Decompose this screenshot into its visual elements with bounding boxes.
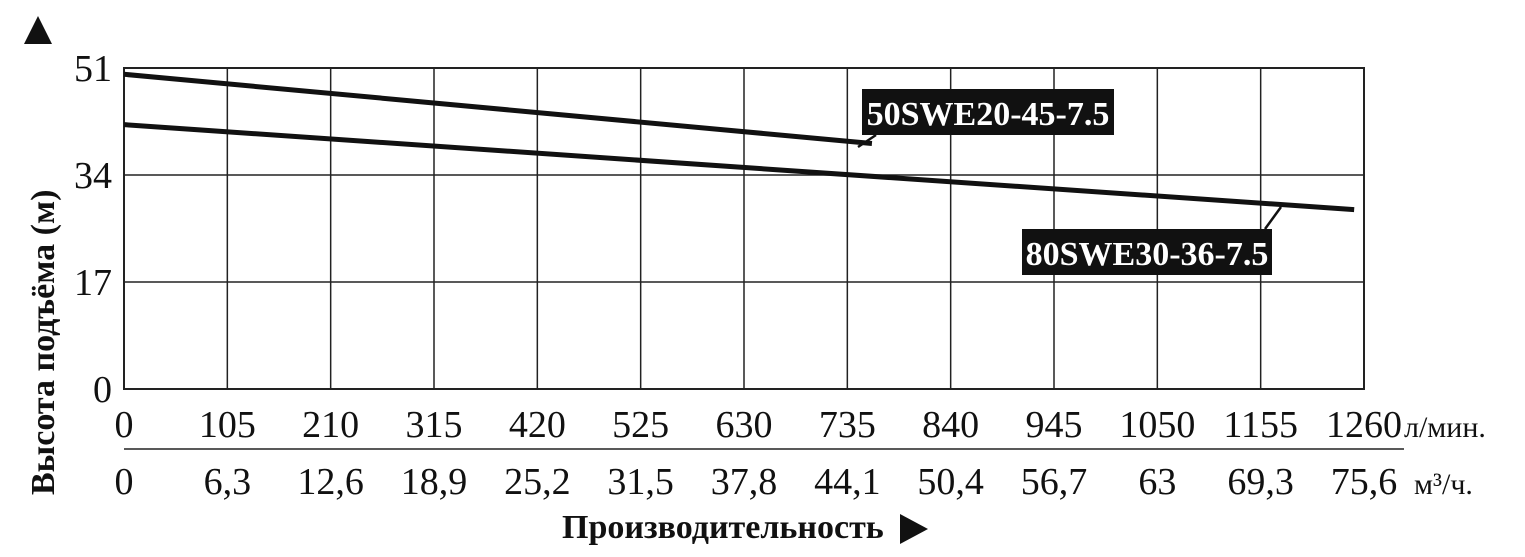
series-label-box xyxy=(862,89,1114,135)
x-tick-label-secondary: 12,6 xyxy=(297,461,364,503)
x-tick-label-primary: 1155 xyxy=(1223,404,1298,446)
series-lines xyxy=(123,71,1355,213)
x-tick-label-primary: 315 xyxy=(406,404,463,446)
x-axis-arrow-icon xyxy=(900,514,928,544)
x-tick-label-secondary: 75,6 xyxy=(1331,461,1398,503)
series-label-2: 80SWE30-36-7.5 xyxy=(1026,236,1269,273)
x-tick-label-primary: 840 xyxy=(922,404,979,446)
x-tick-label-primary: 105 xyxy=(199,404,256,446)
x-tick-label-secondary: 69,3 xyxy=(1227,461,1294,503)
x-tick-label-secondary: 37,8 xyxy=(711,461,778,503)
x-tick-label-primary: 0 xyxy=(115,404,134,446)
series-label-box xyxy=(1022,229,1272,275)
y-axis-arrow-icon xyxy=(24,16,52,44)
x-axis-title: Производительность xyxy=(562,509,884,546)
series-label-1: 50SWE20-45-7.5 xyxy=(867,96,1110,133)
label-leader-line xyxy=(1263,206,1283,230)
series-labels: 50SWE20-45-7.5 80SWE30-36-7.5 xyxy=(857,89,1283,275)
x-tick-label-primary: 630 xyxy=(716,404,773,446)
x-tick-label-secondary: 50,4 xyxy=(917,461,984,503)
x-tick-label-primary: 735 xyxy=(819,404,876,446)
label-leader-line xyxy=(857,133,877,149)
y-tick-label: 17 xyxy=(74,262,112,304)
x-tick-label-primary: 525 xyxy=(612,404,669,446)
grid xyxy=(123,67,1404,450)
x-tick-label-secondary: 44,1 xyxy=(814,461,881,503)
x-tick-label-secondary: 0 xyxy=(115,461,134,503)
x-tick-label-primary: 210 xyxy=(302,404,359,446)
x-tick-label-primary: 1260 xyxy=(1326,404,1402,446)
x-unit-secondary: м³/ч. xyxy=(1414,468,1473,501)
x-tick-label-primary: 420 xyxy=(509,404,566,446)
y-tick-label: 51 xyxy=(74,48,112,90)
x-tick-label-secondary: 25,2 xyxy=(504,461,571,503)
x-unit-primary: л/мин. xyxy=(1404,411,1486,444)
x-tick-label-secondary: 56,7 xyxy=(1021,461,1088,503)
x-tick-label-secondary: 63 xyxy=(1138,461,1176,503)
x-tick-label-secondary: 6,3 xyxy=(204,461,252,503)
x-tick-label-secondary: 31,5 xyxy=(607,461,674,503)
y-tick-label: 0 xyxy=(93,369,112,411)
y-tick-label: 34 xyxy=(74,155,112,197)
x-tick-label-primary: 1050 xyxy=(1119,404,1195,446)
y-axis-title: Высота подъёма (м) xyxy=(25,190,62,495)
series-line-1 xyxy=(123,71,873,147)
tick-labels: 001056,321012,631518,942025,252531,56303… xyxy=(74,48,1402,503)
series-line-2 xyxy=(123,122,1355,213)
x-tick-label-primary: 945 xyxy=(1026,404,1083,446)
x-tick-label-secondary: 18,9 xyxy=(401,461,468,503)
